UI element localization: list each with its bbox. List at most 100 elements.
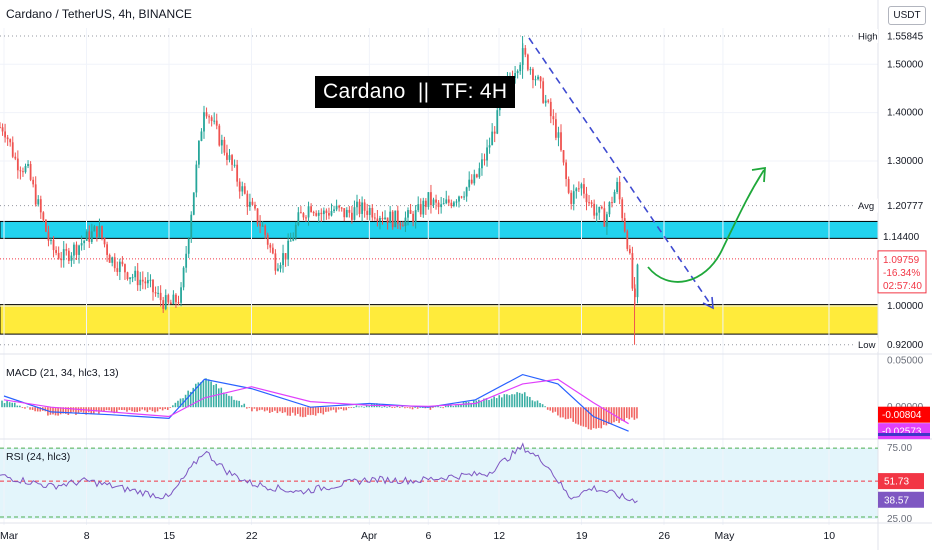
candle-body — [519, 64, 522, 72]
macd-histogram-bar — [623, 407, 625, 422]
macd-value-label: -0.02573 — [882, 427, 922, 438]
candle-body — [60, 258, 63, 261]
candle — [343, 208, 346, 222]
macd-histogram-bar — [597, 407, 600, 428]
candle-body — [432, 199, 435, 205]
candle-body — [368, 207, 371, 215]
candle-body — [24, 166, 27, 173]
candle-body — [358, 201, 361, 214]
candle-body — [328, 213, 330, 216]
candle — [284, 253, 287, 267]
macd-histogram-bar — [195, 383, 197, 408]
candle — [195, 160, 198, 198]
rsi-value-label: 51.73 — [884, 477, 909, 488]
candle — [52, 236, 55, 258]
macd-histogram-bar — [228, 395, 230, 408]
macd-histogram-bar — [220, 387, 223, 408]
candle-body — [259, 223, 261, 227]
high-value: 1.55845 — [887, 32, 924, 43]
candle-body — [205, 112, 208, 117]
candle — [583, 178, 585, 199]
macd-histogram-bar — [289, 407, 291, 416]
candle-body — [572, 191, 575, 204]
macd-histogram-bar — [261, 407, 263, 410]
macd-histogram-bar — [363, 406, 365, 408]
candle — [419, 198, 422, 218]
candle — [22, 167, 24, 177]
macd-histogram-bar — [312, 407, 314, 415]
candle-body — [88, 231, 91, 242]
candle-body — [567, 179, 570, 193]
candle-body — [139, 279, 142, 286]
candle — [442, 198, 445, 205]
candle — [338, 204, 341, 212]
candle-body — [468, 179, 471, 188]
candle-body — [118, 261, 121, 272]
candle-body — [203, 112, 205, 132]
currency-unit-button[interactable]: USDT — [888, 6, 926, 25]
candle — [475, 173, 478, 179]
candle — [167, 293, 170, 305]
candle-body — [353, 207, 356, 220]
macd-histogram-bar — [475, 400, 478, 408]
macd-histogram-bar — [562, 407, 564, 418]
candle — [198, 140, 200, 169]
candle-body — [340, 207, 343, 209]
candle-body — [427, 192, 430, 207]
candle — [108, 253, 111, 263]
macd-histogram-bar — [631, 407, 633, 418]
avg-value: 1.20777 — [887, 201, 924, 212]
candle-body — [141, 279, 144, 282]
candle — [172, 290, 175, 305]
macd-histogram-bar — [442, 407, 444, 409]
candle — [70, 252, 73, 267]
zones-layer — [0, 220, 879, 519]
candle-body — [297, 212, 300, 225]
macd-histogram-bar — [478, 399, 480, 408]
candle — [491, 123, 494, 146]
candle-body — [435, 199, 437, 203]
candle-body — [623, 218, 626, 232]
candle — [447, 195, 450, 206]
macd-histogram-bar — [381, 406, 383, 408]
candle-body — [422, 200, 425, 215]
candle-body — [274, 253, 277, 271]
candle — [606, 211, 608, 235]
macd-histogram-bar — [393, 407, 396, 409]
candle — [60, 251, 63, 268]
candle-body — [93, 226, 96, 232]
macd-histogram-bar — [539, 403, 541, 408]
candle — [203, 105, 205, 139]
candle-body — [243, 186, 246, 194]
avg-label-bg — [856, 198, 878, 213]
candle — [353, 200, 356, 221]
candle — [422, 197, 425, 218]
candle — [345, 207, 348, 218]
macd-histogram-bar — [103, 407, 105, 413]
candle — [455, 199, 458, 207]
candle-body — [396, 210, 399, 224]
candle-body — [376, 218, 379, 222]
resistance-zone — [0, 220, 879, 239]
candle-body — [4, 131, 6, 138]
macd-histogram-bar — [628, 407, 631, 420]
candle — [481, 153, 483, 176]
candle — [603, 201, 606, 227]
candle-body — [52, 239, 55, 251]
candle-body — [475, 174, 478, 178]
candle — [519, 62, 522, 75]
candle — [78, 244, 80, 264]
macd-histogram-bar — [608, 407, 610, 424]
candle-body — [289, 240, 292, 242]
macd-histogram-bar — [541, 404, 544, 408]
candle — [169, 299, 172, 305]
candle — [218, 123, 221, 147]
candle-body — [310, 206, 312, 213]
macd-histogram-bar — [536, 400, 539, 408]
macd-histogram-bar — [187, 390, 189, 408]
candle — [14, 152, 17, 161]
candle — [106, 241, 108, 262]
macd-histogram-bar — [557, 407, 559, 416]
candle-body — [473, 174, 476, 184]
